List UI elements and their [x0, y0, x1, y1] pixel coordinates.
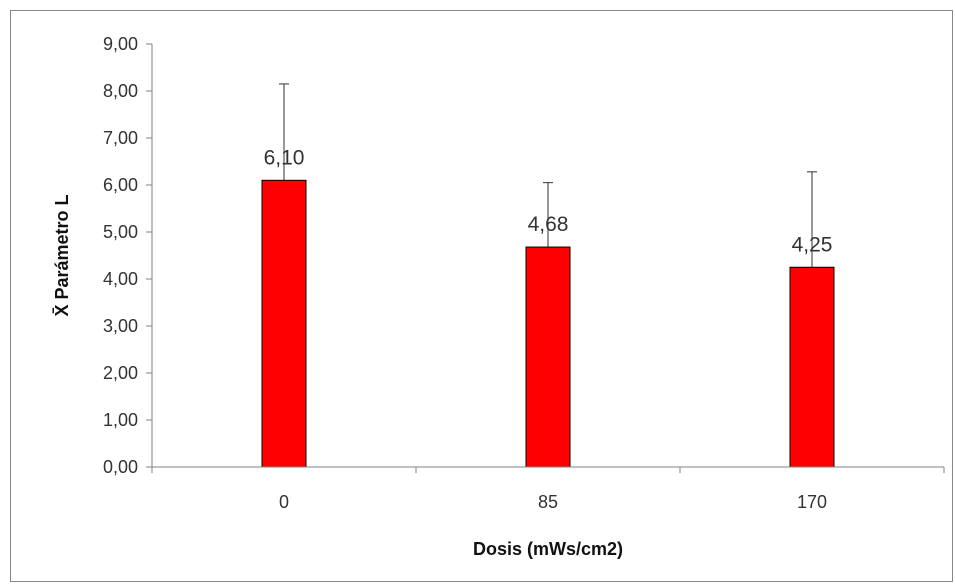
- y-tick-label: 7,00: [103, 128, 138, 148]
- data-label: 4,68: [528, 213, 569, 236]
- bar: [525, 246, 571, 468]
- y-tick-label: 9,00: [103, 34, 138, 54]
- y-tick-label: 0,00: [103, 457, 138, 477]
- bar: [789, 266, 835, 468]
- y-tick-label: 3,00: [103, 316, 138, 336]
- bar: [261, 179, 307, 468]
- x-tick-label: 85: [538, 492, 558, 512]
- error-bars: [279, 83, 817, 268]
- y-tick-label: 6,00: [103, 175, 138, 195]
- x-tick-label: 170: [797, 492, 827, 512]
- x-axis-title: Dosis (mWs/cm2): [473, 539, 623, 559]
- y-tick-label: 2,00: [103, 363, 138, 383]
- y-axis-ticks: 0,00 1,00 2,00 3,00 4,00 5,00 6,00 7,00 8,00 9,00: [103, 34, 152, 477]
- data-labels: 6,10 4,68 4,25: [264, 146, 833, 256]
- x-axis-ticks: 0 85 170: [151, 467, 945, 512]
- data-label: 4,25: [792, 233, 833, 256]
- y-tick-label: 4,00: [103, 269, 138, 289]
- y-tick-label: 5,00: [103, 222, 138, 242]
- x-tick-label: 0: [279, 492, 289, 512]
- y-tick-label: 1,00: [103, 410, 138, 430]
- y-tick-label: 8,00: [103, 81, 138, 101]
- data-label: 6,10: [264, 146, 305, 169]
- y-axis-title: X̄ Parámetro L: [52, 194, 72, 316]
